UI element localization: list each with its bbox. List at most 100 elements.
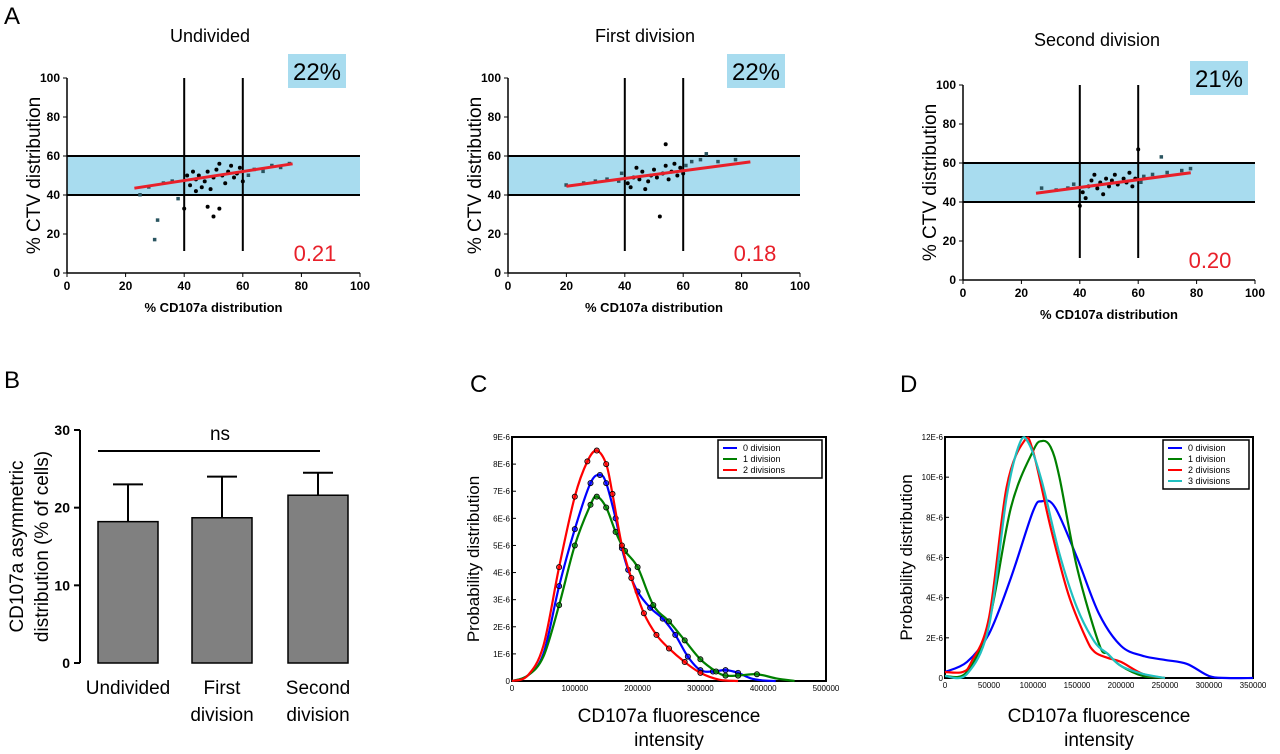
data-point <box>185 173 190 178</box>
data-point <box>138 193 142 197</box>
data-point <box>663 163 668 168</box>
x-tick-label: 100000 <box>561 684 588 693</box>
y-axis-label: Probability distribution <box>464 476 483 642</box>
percent-badge <box>288 54 346 88</box>
category-label: Second <box>286 678 350 699</box>
x-tick-label: 0 <box>505 279 512 293</box>
y-tick-label: 20 <box>47 227 61 241</box>
category-label: First <box>204 678 242 699</box>
density-panel-c: cells inTelophase01000002000003000004000… <box>464 433 840 751</box>
data-point <box>564 183 568 187</box>
data-point <box>684 163 688 168</box>
legend-label: 0 division <box>743 443 781 453</box>
data-point <box>176 196 180 201</box>
data-point <box>616 179 621 183</box>
x-axis-label: CD107a fluorescence <box>578 706 761 727</box>
data-point <box>1077 203 1082 208</box>
y-tick-label: 30 <box>54 422 70 438</box>
category-label: Undivided <box>86 678 171 699</box>
data-marker <box>571 493 578 500</box>
y-tick-label: 0 <box>939 674 944 683</box>
regression-line <box>566 160 751 188</box>
correlation-value: 0.18 <box>734 241 777 266</box>
data-point <box>208 187 213 192</box>
regression-line <box>1035 171 1191 195</box>
percent-badge-text: 22% <box>293 59 341 86</box>
data-marker <box>650 602 657 609</box>
data-marker <box>556 602 563 609</box>
series-line-3-divisions <box>944 436 1166 680</box>
y-tick-label: 10 <box>54 577 70 593</box>
data-marker <box>634 564 641 571</box>
x-tick-label: 40 <box>1073 286 1087 300</box>
y-tick-label: 3E-6 <box>493 596 510 605</box>
data-point <box>182 206 187 211</box>
data-marker <box>609 490 616 497</box>
data-point <box>716 159 720 164</box>
x-tick-label: 300000 <box>687 684 714 693</box>
data-point <box>1150 172 1155 177</box>
data-marker <box>593 493 600 500</box>
x-tick-label: 500000 <box>813 684 840 693</box>
y-tick-label: 0 <box>62 655 70 671</box>
data-point <box>637 177 642 182</box>
y-tick-label: 20 <box>54 500 70 516</box>
data-point <box>646 179 651 184</box>
data-point <box>261 169 265 174</box>
data-marker <box>571 526 578 533</box>
percent-badge <box>727 54 785 88</box>
data-point <box>1092 172 1097 177</box>
data-point <box>223 181 228 186</box>
data-point <box>698 157 703 162</box>
data-point <box>1112 172 1117 177</box>
y-tick-label: 6E-6 <box>493 514 510 523</box>
x-axis-label: CD107a fluorescence <box>1008 706 1191 727</box>
data-point <box>237 165 242 170</box>
data-point <box>246 173 251 177</box>
percent-badge-text: 22% <box>732 59 780 86</box>
x-tick-label: 200000 <box>624 684 651 693</box>
x-tick-label: 60 <box>677 279 691 293</box>
x-tick-label: 100 <box>790 279 810 293</box>
y-tick-label: 0 <box>494 266 501 280</box>
x-tick-label: 0 <box>960 286 967 300</box>
data-point <box>188 183 193 188</box>
data-point <box>1071 182 1076 186</box>
significance-label: ns <box>210 424 230 445</box>
x-axis-label: % CD107a distribution <box>145 300 283 315</box>
data-point <box>1121 176 1126 181</box>
scatter-panel-2: First division 0 20 40 60 80 100 0 20 40 60 80 100 % … <box>465 26 810 315</box>
y-tick-label: 40 <box>943 195 957 209</box>
x-tick-label: 40 <box>618 279 632 293</box>
data-point <box>211 214 216 219</box>
legend-label: 2 divisions <box>743 465 786 475</box>
legend-label: 3 divisions <box>1188 476 1231 486</box>
data-point <box>1142 174 1146 179</box>
x-axis-label: % CD107a distribution <box>585 300 723 315</box>
x-tick-label: 40 <box>178 279 192 293</box>
data-point <box>640 169 645 174</box>
y-tick-label: 12E-6 <box>922 433 944 442</box>
y-tick-label: 100 <box>936 78 956 92</box>
y-tick-label: 0 <box>53 266 60 280</box>
data-point <box>643 187 648 192</box>
bar <box>287 494 349 664</box>
data-point <box>1159 155 1164 159</box>
x-tick-label: 60 <box>1132 286 1146 300</box>
y-tick-label: 1E-6 <box>493 650 510 659</box>
data-point <box>217 161 222 166</box>
data-point <box>1136 147 1141 152</box>
x-tick-label: 350000 <box>1240 681 1267 690</box>
data-point <box>689 159 694 164</box>
x-tick-label: 80 <box>295 279 309 293</box>
panel-label-b: B <box>4 367 20 394</box>
y-tick-label: 0 <box>506 677 511 686</box>
legend-label: 1 division <box>1188 454 1226 464</box>
data-marker <box>666 645 673 652</box>
data-point <box>278 165 283 170</box>
x-tick-label: 20 <box>119 279 133 293</box>
panel-label-d: D <box>900 371 917 398</box>
data-marker <box>587 501 594 508</box>
regression-line <box>134 162 293 190</box>
data-point <box>1080 190 1085 195</box>
